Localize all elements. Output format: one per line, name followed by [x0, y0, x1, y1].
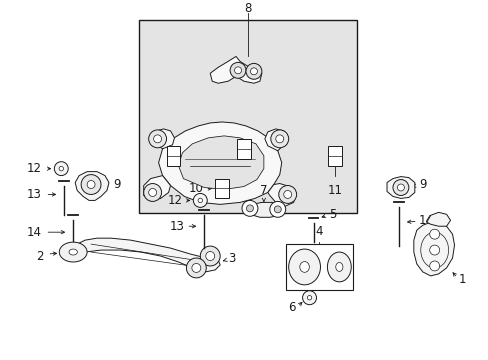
Bar: [328, 146, 342, 166]
Text: 10: 10: [188, 182, 203, 195]
Text: 12: 12: [26, 162, 41, 175]
Text: 13: 13: [169, 220, 184, 233]
Polygon shape: [426, 212, 449, 226]
Polygon shape: [158, 122, 281, 204]
Bar: [285, 244, 352, 290]
Circle shape: [186, 258, 206, 278]
Bar: [237, 139, 250, 159]
Ellipse shape: [299, 262, 309, 272]
Circle shape: [193, 193, 207, 207]
Circle shape: [81, 175, 101, 194]
Polygon shape: [245, 202, 283, 217]
Circle shape: [242, 201, 257, 216]
Text: 2: 2: [36, 249, 43, 262]
Circle shape: [270, 130, 288, 148]
Text: 9: 9: [113, 178, 120, 191]
Circle shape: [200, 246, 220, 266]
Bar: [166, 146, 180, 166]
Circle shape: [302, 291, 316, 305]
Text: 9: 9: [418, 178, 426, 191]
Circle shape: [87, 181, 95, 189]
Text: 11: 11: [327, 184, 342, 197]
Text: 1: 1: [458, 273, 465, 286]
Text: 5: 5: [329, 208, 336, 221]
Text: 7: 7: [260, 184, 267, 197]
Text: 3: 3: [227, 252, 235, 265]
Circle shape: [250, 68, 257, 75]
Text: 11: 11: [210, 142, 224, 155]
Polygon shape: [386, 177, 414, 198]
Circle shape: [230, 62, 245, 78]
Circle shape: [54, 162, 68, 176]
Circle shape: [392, 180, 408, 195]
Text: 13: 13: [26, 188, 41, 201]
Ellipse shape: [59, 242, 87, 262]
Polygon shape: [178, 136, 264, 189]
Circle shape: [429, 261, 439, 271]
Polygon shape: [71, 238, 220, 272]
Circle shape: [143, 184, 161, 201]
Circle shape: [148, 189, 156, 197]
Circle shape: [59, 166, 63, 171]
Circle shape: [234, 67, 241, 74]
Text: 4: 4: [315, 225, 323, 238]
Text: 12: 12: [167, 194, 182, 207]
Ellipse shape: [69, 249, 77, 255]
Polygon shape: [75, 172, 109, 201]
Circle shape: [283, 190, 291, 198]
Text: 14: 14: [26, 226, 41, 239]
Text: 6: 6: [287, 301, 295, 314]
Circle shape: [245, 63, 262, 79]
Circle shape: [246, 205, 253, 212]
Circle shape: [397, 184, 404, 191]
Ellipse shape: [335, 262, 342, 271]
Polygon shape: [267, 184, 295, 206]
Circle shape: [278, 185, 296, 203]
Circle shape: [306, 296, 311, 300]
Polygon shape: [143, 176, 170, 201]
Circle shape: [148, 130, 166, 148]
Ellipse shape: [327, 252, 350, 282]
Circle shape: [274, 206, 281, 213]
Circle shape: [191, 264, 201, 273]
Ellipse shape: [288, 249, 320, 285]
Polygon shape: [413, 222, 454, 276]
Polygon shape: [152, 129, 174, 149]
Polygon shape: [264, 129, 287, 151]
Circle shape: [198, 198, 202, 203]
Bar: [139, 20, 356, 213]
Circle shape: [275, 135, 283, 143]
Circle shape: [153, 135, 161, 143]
Bar: [215, 179, 229, 198]
Circle shape: [205, 252, 214, 261]
Text: 8: 8: [244, 2, 251, 15]
Circle shape: [429, 229, 439, 239]
Polygon shape: [210, 57, 262, 83]
Text: 14: 14: [418, 214, 433, 227]
Circle shape: [269, 201, 285, 217]
Circle shape: [429, 245, 439, 255]
